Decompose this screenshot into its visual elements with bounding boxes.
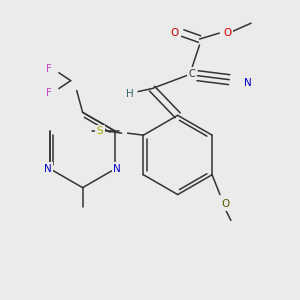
Text: S: S [97,126,103,136]
Text: N: N [244,78,252,88]
Text: O: O [223,28,231,38]
Text: N: N [113,164,121,174]
Text: F: F [46,88,52,98]
Text: O: O [222,200,230,209]
Text: N: N [44,164,52,174]
Text: F: F [46,64,52,74]
Text: O: O [171,28,179,38]
Text: C: C [188,69,195,79]
Text: H: H [126,88,134,98]
